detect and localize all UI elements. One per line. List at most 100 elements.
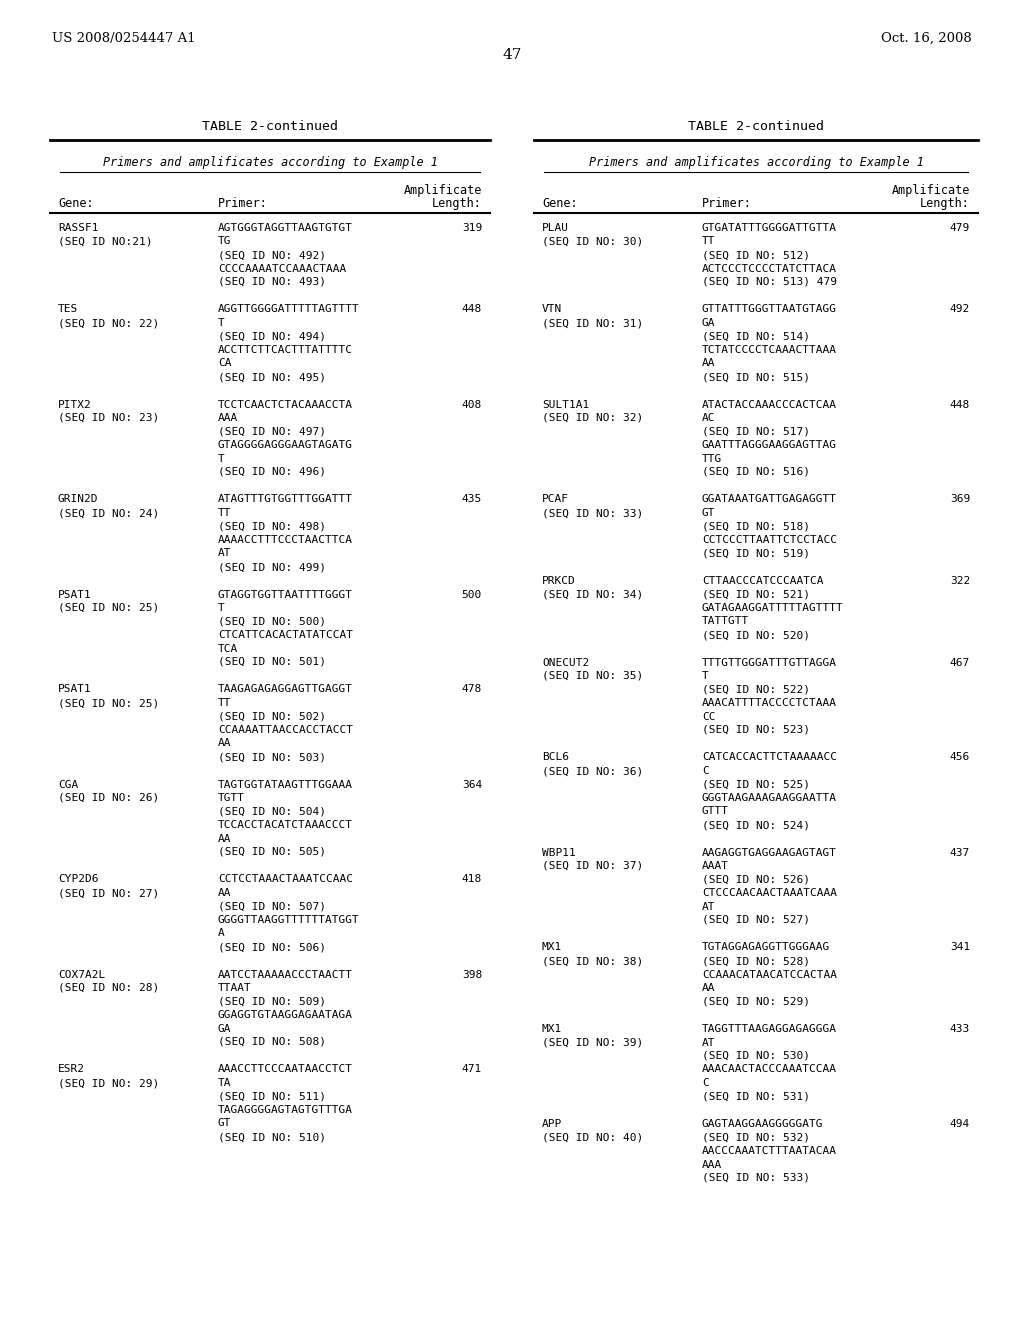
Text: (SEQ ID NO: 22): (SEQ ID NO: 22) [58,318,160,327]
Text: 500: 500 [462,590,482,599]
Text: (SEQ ID NO: 492): (SEQ ID NO: 492) [218,249,326,260]
Text: GTAGGTGGTTAATTTTGGGT: GTAGGTGGTTAATTTTGGGT [218,590,353,599]
Text: (SEQ ID NO: 36): (SEQ ID NO: 36) [542,766,643,776]
Text: (SEQ ID NO: 33): (SEQ ID NO: 33) [542,508,643,517]
Text: ESR2: ESR2 [58,1064,85,1074]
Text: (SEQ ID NO: 531): (SEQ ID NO: 531) [702,1092,810,1101]
Text: GGATAAATGATTGAGAGGTT: GGATAAATGATTGAGAGGTT [702,495,837,504]
Text: C: C [702,766,709,776]
Text: T: T [218,318,224,327]
Text: PSAT1: PSAT1 [58,685,92,694]
Text: (SEQ ID NO: 38): (SEQ ID NO: 38) [542,956,643,966]
Text: C: C [702,1078,709,1088]
Text: (SEQ ID NO: 24): (SEQ ID NO: 24) [58,508,160,517]
Text: 467: 467 [949,657,970,668]
Text: (SEQ ID NO: 512): (SEQ ID NO: 512) [702,249,810,260]
Text: PCAF: PCAF [542,495,569,504]
Text: TA: TA [218,1078,231,1088]
Text: TAGAGGGGAGTAGTGTTTGA: TAGAGGGGAGTAGTGTTTGA [218,1105,353,1115]
Text: 398: 398 [462,969,482,979]
Text: GATAGAAGGATTTTTAGTTTT: GATAGAAGGATTTTTAGTTTT [702,603,844,612]
Text: TCCACCTACATCTAAACCCT: TCCACCTACATCTAAACCCT [218,820,353,830]
Text: 448: 448 [949,400,970,409]
Text: (SEQ ID NO: 529): (SEQ ID NO: 529) [702,997,810,1006]
Text: TABLE 2-continued: TABLE 2-continued [688,120,824,133]
Text: 341: 341 [949,942,970,953]
Text: AA: AA [218,738,231,748]
Text: (SEQ ID NO: 501): (SEQ ID NO: 501) [218,657,326,667]
Text: CYP2D6: CYP2D6 [58,874,98,884]
Text: GRIN2D: GRIN2D [58,495,98,504]
Text: (SEQ ID NO: 497): (SEQ ID NO: 497) [218,426,326,437]
Text: Length:: Length: [432,197,482,210]
Text: ACTCCCTCCCCTATCTTACA: ACTCCCTCCCCTATCTTACA [702,264,837,273]
Text: TAGGTTTAAGAGGAGAGGGA: TAGGTTTAAGAGGAGAGGGA [702,1024,837,1034]
Text: Oct. 16, 2008: Oct. 16, 2008 [882,32,972,45]
Text: T: T [218,454,224,463]
Text: US 2008/0254447 A1: US 2008/0254447 A1 [52,32,196,45]
Text: ONECUT2: ONECUT2 [542,657,589,668]
Text: PITX2: PITX2 [58,400,92,409]
Text: MX1: MX1 [542,942,562,953]
Text: (SEQ ID NO: 526): (SEQ ID NO: 526) [702,874,810,884]
Text: AAA: AAA [702,1159,722,1170]
Text: TCA: TCA [218,644,239,653]
Text: (SEQ ID NO: 517): (SEQ ID NO: 517) [702,426,810,437]
Text: (SEQ ID NO: 32): (SEQ ID NO: 32) [542,413,643,422]
Text: CCCCAAAATCCAAACTAAA: CCCCAAAATCCAAACTAAA [218,264,346,273]
Text: AA: AA [702,983,716,993]
Text: (SEQ ID NO: 35): (SEQ ID NO: 35) [542,671,643,681]
Text: 435: 435 [462,495,482,504]
Text: AA: AA [218,888,231,898]
Text: CTTAACCCATCCCAATCA: CTTAACCCATCCCAATCA [702,576,823,586]
Text: TTAAT: TTAAT [218,983,252,993]
Text: AAACATTTTACCCCTCTAAA: AAACATTTTACCCCTCTAAA [702,698,837,708]
Text: CTCATTCACACTATATCCAT: CTCATTCACACTATATCCAT [218,630,353,640]
Text: AAAACCTTTCCCTAACTTCA: AAAACCTTTCCCTAACTTCA [218,535,353,545]
Text: (SEQ ID NO: 506): (SEQ ID NO: 506) [218,942,326,952]
Text: AA: AA [702,359,716,368]
Text: Primer:: Primer: [702,197,752,210]
Text: (SEQ ID NO: 524): (SEQ ID NO: 524) [702,820,810,830]
Text: (SEQ ID NO: 507): (SEQ ID NO: 507) [218,902,326,912]
Text: CATCACCACTTCTAAAAACC: CATCACCACTTCTAAAAACC [702,752,837,763]
Text: Gene:: Gene: [542,197,578,210]
Text: GAATTTAGGGAAGGAGTTAG: GAATTTAGGGAAGGAGTTAG [702,440,837,450]
Text: TAGTGGTATAAGTTTGGAAA: TAGTGGTATAAGTTTGGAAA [218,780,353,789]
Text: GA: GA [218,1023,231,1034]
Text: CCTCCCTTAATTCTCCTACC: CCTCCCTTAATTCTCCTACC [702,535,837,545]
Text: ATAGTTTGTGGTTTGGATTT: ATAGTTTGTGGTTTGGATTT [218,495,353,504]
Text: AC: AC [702,413,716,422]
Text: TES: TES [58,305,78,314]
Text: 437: 437 [949,847,970,858]
Text: (SEQ ID NO: 515): (SEQ ID NO: 515) [702,372,810,381]
Text: TT: TT [218,698,231,708]
Text: (SEQ ID NO: 514): (SEQ ID NO: 514) [702,331,810,342]
Text: (SEQ ID NO: 530): (SEQ ID NO: 530) [702,1051,810,1061]
Text: (SEQ ID NO: 522): (SEQ ID NO: 522) [702,685,810,694]
Text: SULT1A1: SULT1A1 [542,400,589,409]
Text: COX7A2L: COX7A2L [58,969,105,979]
Text: CCAAACATAACATCCACTAA: CCAAACATAACATCCACTAA [702,969,837,979]
Text: 471: 471 [462,1064,482,1074]
Text: (SEQ ID NO: 498): (SEQ ID NO: 498) [218,521,326,532]
Text: GTAGGGGAGGGAAGTAGATG: GTAGGGGAGGGAAGTAGATG [218,440,353,450]
Text: (SEQ ID NO: 31): (SEQ ID NO: 31) [542,318,643,327]
Text: (SEQ ID NO: 528): (SEQ ID NO: 528) [702,956,810,966]
Text: (SEQ ID NO: 518): (SEQ ID NO: 518) [702,521,810,532]
Text: CC: CC [702,711,716,722]
Text: TGTT: TGTT [218,793,245,803]
Text: TCTATCCCCTCAAACTTAAA: TCTATCCCCTCAAACTTAAA [702,345,837,355]
Text: MX1: MX1 [542,1024,562,1034]
Text: 319: 319 [462,223,482,234]
Text: 494: 494 [949,1119,970,1129]
Text: (SEQ ID NO: 519): (SEQ ID NO: 519) [702,549,810,558]
Text: (SEQ ID NO: 499): (SEQ ID NO: 499) [218,562,326,572]
Text: WBP11: WBP11 [542,847,575,858]
Text: (SEQ ID NO:21): (SEQ ID NO:21) [58,236,153,247]
Text: (SEQ ID NO: 513) 479: (SEQ ID NO: 513) 479 [702,277,837,286]
Text: TT: TT [702,236,716,247]
Text: TCCTCAACTCTACAAACCTA: TCCTCAACTCTACAAACCTA [218,400,353,409]
Text: GT: GT [218,1118,231,1129]
Text: AAA: AAA [218,413,239,422]
